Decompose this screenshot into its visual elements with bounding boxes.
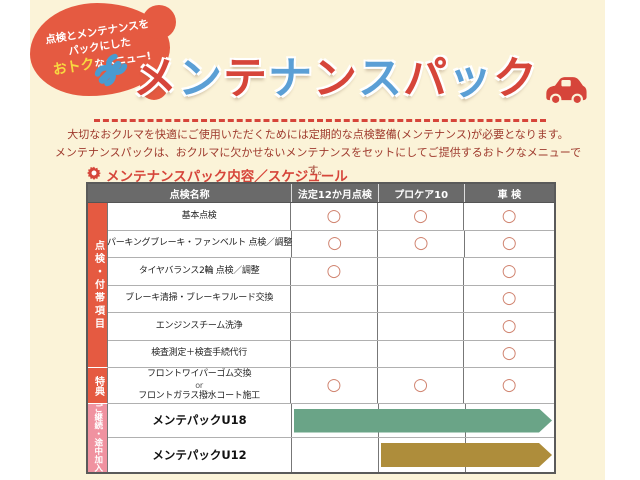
mark-cell (377, 313, 465, 340)
circle-mark: ○ (501, 288, 517, 309)
title-char: メ (133, 53, 177, 104)
mark-cell: ○ (377, 368, 465, 403)
mark-cell (377, 340, 465, 367)
dashed-divider (94, 119, 546, 122)
circle-mark: ○ (413, 375, 428, 395)
title-char: ン (313, 53, 357, 104)
row-name: ブレーキ清掃・ブレーキフルード交換 (108, 285, 292, 312)
mark-cell (291, 340, 378, 367)
table-row: タイヤバランス2輪 点検／調整 ○ ○ (108, 258, 554, 286)
pack-u12-arrow (381, 443, 552, 467)
pack-name-u12: メンテパックU12 (108, 438, 292, 472)
page-title: メ ン テ ナ ン ス パ ッ ク (90, 40, 590, 118)
circle-mark: ○ (501, 233, 517, 254)
title-char: ク (493, 53, 537, 104)
mark-cell: ○ (464, 230, 554, 257)
section-header: メンテナンスパック内容／スケジュール (87, 165, 348, 185)
table-rows: 基本点検 ○ ○ ○ パーキングブレーキ・ファンベルト 点検／調整 ○ ○ ○ … (107, 203, 554, 472)
car-icon (542, 74, 588, 110)
mark-cell: ○ (464, 258, 554, 285)
circle-mark: ○ (413, 205, 428, 226)
table-body: 点検・付帯項目 特典 ご継続・途中加入 基本点検 ○ ○ ○ パーキングブレーキ… (88, 203, 554, 472)
side-label-benefit: 特典 (88, 368, 108, 404)
mark-cell (291, 313, 378, 340)
row-name: 検査測定＋検査手続代行 (108, 340, 292, 367)
row-name: パーキングブレーキ・ファンベルト 点検／調整 (107, 230, 292, 257)
mark-cell: ○ (291, 368, 378, 403)
mark-cell (291, 285, 378, 312)
side-label-column: 点検・付帯項目 特典 ご継続・途中加入 (88, 203, 108, 472)
header-legal-12month: 法定12か月点検 (292, 184, 379, 202)
mark-cell: ○ (292, 230, 379, 257)
circle-mark: ○ (501, 375, 517, 395)
table-row: 基本点検 ○ ○ ○ (108, 203, 554, 231)
schedule-table: 点検名称 法定12か月点検 プロケア10 車 検 点検・付帯項目 特典 ご継続・… (86, 182, 556, 474)
table-row-pack-u12: メンテパックU12 (108, 438, 554, 472)
circle-mark: ○ (326, 260, 342, 281)
mark-cell (377, 285, 465, 312)
pack-name-u18: メンテパックU18 (108, 404, 292, 437)
title-char: テ (223, 53, 267, 104)
description-line2: メンテナンスパックは、おクルマに欠かせないメンテナンスをセットにしてご提供するお… (54, 146, 582, 178)
table-row-benefit: フロントワイパーゴム交換 or フロントガラス撥水コート施工 ○ ○ ○ (108, 368, 554, 404)
benefit-line1: フロントワイパーゴム交換 (146, 369, 252, 380)
table-header-row: 点検名称 法定12か月点検 プロケア10 車 検 (88, 184, 555, 203)
circle-mark: ○ (326, 205, 342, 226)
circle-mark: ○ (501, 260, 517, 281)
column-divider (378, 438, 379, 472)
side-label-inspection: 点検・付帯項目 (88, 203, 108, 368)
circle-mark: ○ (326, 375, 342, 395)
title-char: ッ (448, 53, 492, 104)
row-name: 基本点検 (108, 203, 292, 230)
flyer-background: 点検とメンテナンスを パックにした おトク なメニュー! メ ン テ ナ ン ス … (30, 0, 605, 480)
mark-cell: ○ (464, 285, 554, 312)
section-title: メンテナンスパック内容／スケジュール (106, 169, 348, 185)
mark-cell: ○ (377, 203, 465, 230)
mark-cell (377, 258, 465, 285)
table-row: 検査測定＋検査手続代行 ○ (108, 340, 554, 368)
circle-mark: ○ (501, 343, 517, 364)
header-procare10: プロケア10 (378, 184, 465, 202)
mark-cell: ○ (291, 203, 378, 230)
title-char: ナ (268, 53, 312, 104)
circle-mark: ○ (327, 233, 343, 254)
row-name: エンジンスチーム洗浄 (108, 313, 292, 340)
pack-span-area (292, 438, 554, 472)
benefit-line2: フロントガラス撥水コート施工 (138, 390, 260, 401)
side-label-continuation: ご継続・途中加入 (88, 404, 108, 472)
table-row-pack-u18: メンテパックU18 (108, 404, 554, 438)
circle-mark: ○ (413, 233, 429, 254)
table-row: パーキングブレーキ・ファンベルト 点検／調整 ○ ○ ○ (107, 230, 554, 258)
table-row: エンジンスチーム洗浄 ○ (108, 313, 554, 341)
mark-cell: ○ (464, 313, 554, 340)
pack-u18-arrow (294, 409, 552, 433)
description: 大切なおクルマを快適にご使用いただくためには定期的な点検整備(メンテナンス)が必… (48, 126, 588, 180)
title-char: ス (358, 53, 402, 104)
row-name: タイヤバランス2輪 点検／調整 (108, 258, 292, 285)
circle-mark: ○ (501, 205, 517, 226)
wrench-icon (92, 51, 130, 93)
title-char: ン (178, 53, 222, 104)
mark-cell: ○ (378, 230, 465, 257)
benefit-or: or (195, 380, 203, 390)
gear-icon (87, 166, 101, 184)
row-name-benefit: フロントワイパーゴム交換 or フロントガラス撥水コート施工 (108, 368, 292, 403)
title-char: パ (403, 53, 447, 104)
mark-cell: ○ (464, 340, 554, 367)
header-inspection-name: 点検名称 (88, 184, 293, 202)
mark-cell: ○ (464, 203, 554, 230)
mark-cell: ○ (464, 368, 554, 403)
mark-cell: ○ (291, 258, 378, 285)
pack-span-area (292, 404, 554, 437)
circle-mark: ○ (501, 315, 517, 336)
description-line1: 大切なおクルマを快適にご使用いただくためには定期的な点検整備(メンテナンス)が必… (67, 128, 569, 141)
table-row: ブレーキ清掃・ブレーキフルード交換 ○ (108, 285, 554, 313)
header-shaken: 車 検 (464, 184, 555, 202)
